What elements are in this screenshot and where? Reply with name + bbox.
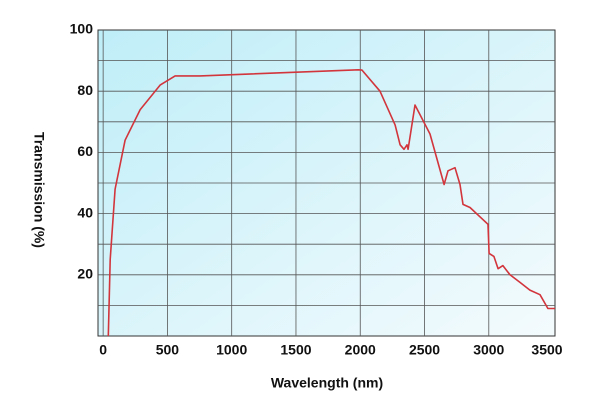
grid — [98, 30, 555, 336]
y-tick-label: 20 — [77, 266, 93, 282]
x-tick-label: 1000 — [216, 342, 247, 358]
x-tick-label: 500 — [156, 342, 180, 358]
x-tick-label: 1500 — [280, 342, 311, 358]
x-tick-label: 2000 — [345, 342, 376, 358]
marks — [107, 69, 555, 337]
y-tick-label: 60 — [77, 143, 93, 159]
data-line — [107, 69, 555, 337]
x-tick-label: 3000 — [473, 342, 504, 358]
x-axis-title: Wavelength (nm) — [271, 375, 383, 391]
x-tick-label: 3500 — [531, 342, 562, 358]
y-tick-label: 100 — [70, 21, 94, 37]
x-tick-label: 0 — [99, 342, 107, 358]
y-tick-label: 40 — [77, 204, 93, 220]
x-tick-label: 2500 — [409, 342, 440, 358]
y-axis-title: Transmission (%) — [31, 132, 47, 248]
y-tick-label: 80 — [77, 82, 93, 98]
